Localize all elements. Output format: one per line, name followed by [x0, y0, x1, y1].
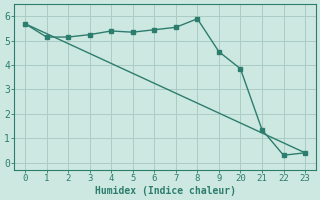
X-axis label: Humidex (Indice chaleur): Humidex (Indice chaleur) — [94, 186, 236, 196]
